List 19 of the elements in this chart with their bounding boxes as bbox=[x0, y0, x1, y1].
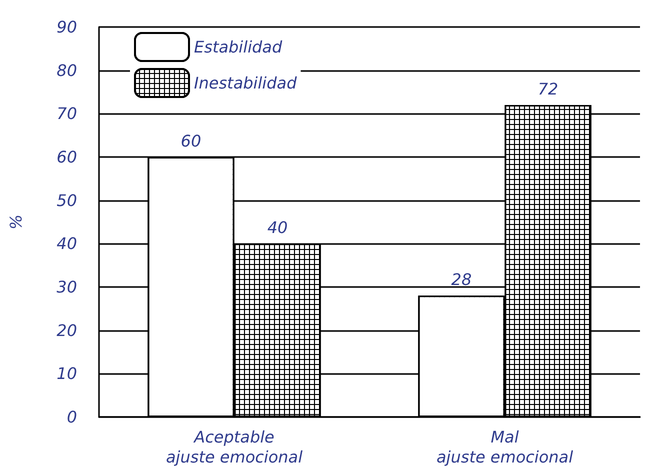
y-tick-label: 80 bbox=[56, 60, 77, 80]
y-tick-label: 0 bbox=[66, 408, 77, 426]
legend-label: Estabilidad bbox=[194, 38, 283, 56]
y-tick-label: 20 bbox=[56, 320, 77, 340]
data-label: 40 bbox=[267, 218, 288, 238]
y-tick-label: 50 bbox=[56, 190, 77, 210]
y-tick-label: 40 bbox=[56, 234, 77, 254]
y-tick-label: 70 bbox=[56, 104, 77, 124]
data-label: 60 bbox=[180, 132, 202, 150]
data-label: 72 bbox=[538, 80, 558, 98]
y-tick-label: 10 bbox=[56, 364, 77, 384]
y-tick-label: 30 bbox=[56, 278, 77, 296]
y-tick-label: 90 bbox=[56, 18, 77, 36]
legend-label: Inestabilidad bbox=[194, 74, 298, 92]
y-tick-label: 60 bbox=[56, 148, 77, 166]
y-axis-title: % bbox=[6, 214, 26, 230]
data-label: 28 bbox=[451, 270, 472, 290]
x-tick-label: Mal ajuste emocional bbox=[436, 428, 574, 466]
x-tick-label: Aceptable ajuste emocional bbox=[166, 428, 304, 466]
